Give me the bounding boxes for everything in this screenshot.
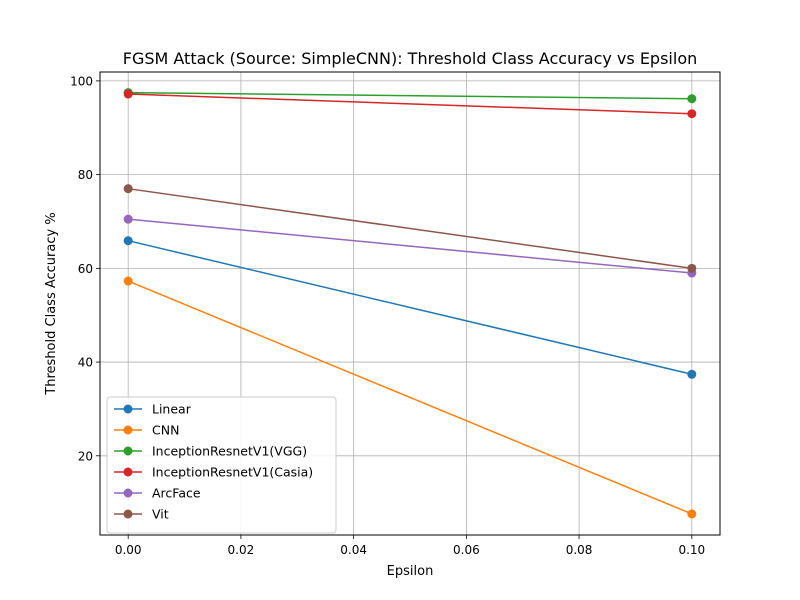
chart-title: FGSM Attack (Source: SimpleCNN): Thresho… bbox=[123, 49, 698, 68]
legend-swatch-marker bbox=[123, 488, 133, 498]
x-tick-label: 0.00 bbox=[115, 543, 142, 557]
y-tick-label: 20 bbox=[78, 449, 93, 463]
data-point-linear bbox=[123, 236, 133, 246]
data-point-vit bbox=[687, 263, 697, 273]
legend-swatch-marker bbox=[123, 404, 133, 414]
x-axis-label: Epsilon bbox=[387, 564, 434, 579]
legend-label: InceptionResnetV1(Casia) bbox=[152, 465, 313, 480]
data-point-inceptionresnetv1-vgg bbox=[687, 94, 697, 104]
x-tick-label: 0.10 bbox=[678, 543, 705, 557]
legend-label: InceptionResnetV1(VGG) bbox=[152, 444, 307, 459]
data-point-cnn bbox=[123, 276, 133, 286]
x-tick-label: 0.02 bbox=[228, 543, 255, 557]
legend-swatch-marker bbox=[123, 467, 133, 477]
series-line-vit bbox=[128, 187, 692, 270]
grid bbox=[100, 72, 720, 535]
legend-label: ArcFace bbox=[152, 486, 201, 501]
series-line-linear bbox=[128, 239, 692, 375]
data-point-inceptionresnetv1-casia bbox=[687, 109, 697, 119]
y-axis-label: Threshold Class Accuracy % bbox=[44, 212, 59, 395]
y-tick-label: 60 bbox=[78, 262, 93, 276]
legend-label: CNN bbox=[152, 423, 179, 438]
data-point-vit bbox=[123, 184, 133, 194]
legend-label: Vit bbox=[152, 507, 169, 522]
series-line-inceptionresnetv1-casia bbox=[128, 93, 692, 115]
y-tick-label: 40 bbox=[78, 356, 93, 370]
legend-box bbox=[106, 396, 337, 534]
legend-swatch-marker bbox=[123, 425, 133, 435]
data-point-linear bbox=[687, 369, 697, 379]
series-line-inceptionresnetv1-vgg bbox=[128, 91, 692, 100]
legend-swatch-marker bbox=[123, 509, 133, 519]
data-point-inceptionresnetv1-casia bbox=[123, 89, 133, 99]
series-line-arcface bbox=[128, 218, 692, 274]
x-tick-label: 0.08 bbox=[566, 543, 593, 557]
data-point-cnn bbox=[687, 509, 697, 519]
ticks: 0.00 0.02 0.04 0.06 0.08 0.10 20 40 60 80 100 bbox=[70, 74, 705, 557]
data-point-arcface bbox=[123, 214, 133, 224]
x-tick-label: 0.04 bbox=[340, 543, 367, 557]
legend-swatch-marker bbox=[123, 446, 133, 456]
legend-label: Linear bbox=[152, 402, 192, 417]
series-line-cnn bbox=[127, 280, 693, 515]
legend: Linear CNN InceptionResnetV1(VGG) Inception… bbox=[106, 396, 337, 534]
plot-frame bbox=[99, 71, 721, 536]
y-tick-label: 100 bbox=[70, 74, 93, 88]
series-layer bbox=[123, 88, 697, 519]
y-tick-label: 80 bbox=[78, 168, 93, 182]
x-tick-label: 0.06 bbox=[453, 543, 480, 557]
